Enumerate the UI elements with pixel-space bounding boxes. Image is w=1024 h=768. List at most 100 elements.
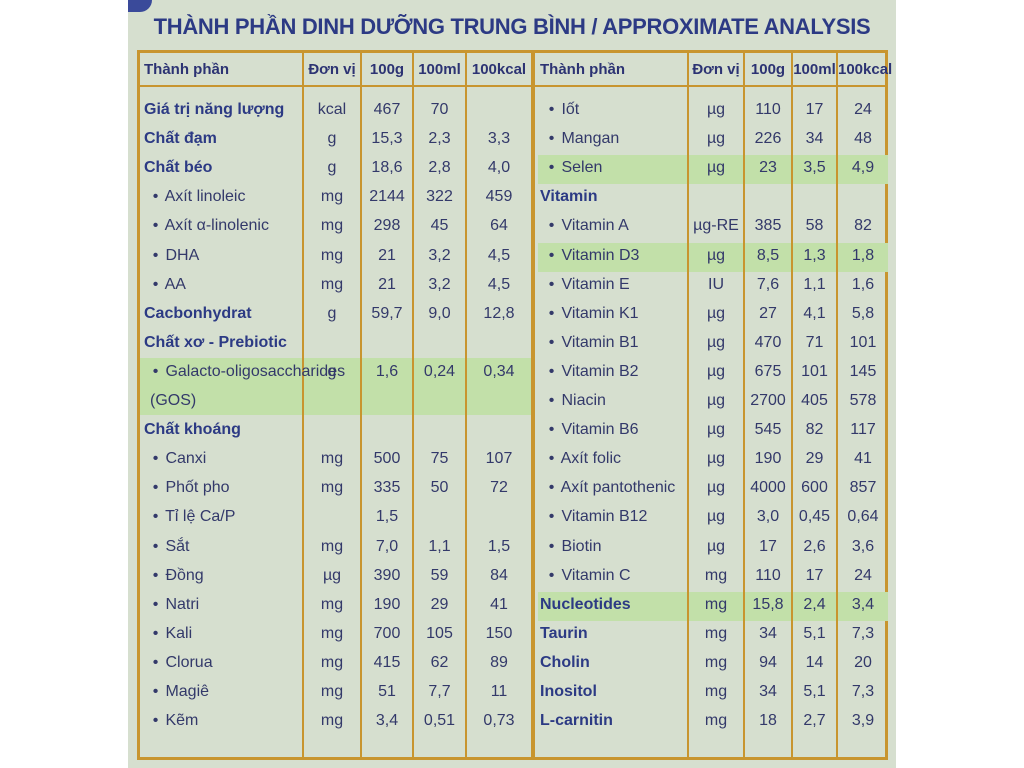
left-cell-kcal100: 107: [485, 450, 513, 468]
right-row-name: Inositol: [540, 677, 597, 706]
left-cell-g100: 3,4: [375, 712, 399, 730]
right-cell-g100: 15,8: [752, 595, 784, 613]
left-cell-kcal100: 150: [485, 624, 513, 642]
left-row-name: • Tỉ lệ Ca/P: [144, 502, 236, 531]
left-cell-ml100: 29: [430, 595, 449, 613]
right-row-name: • Axít folic: [540, 444, 621, 473]
right-header-100ml: 100ml: [793, 61, 836, 78]
left-row-label: Phốt pho: [165, 479, 230, 497]
right-row-label: Vitamin: [540, 188, 598, 206]
left-cell-g100: 500: [373, 450, 401, 468]
bullet-icon: •: [152, 537, 159, 555]
bullet-icon: •: [548, 362, 555, 380]
left-cell-kcal100: [467, 95, 531, 124]
left-cell-unit: g: [327, 159, 337, 177]
right-row-name: • Vitamin C: [540, 561, 631, 590]
bullet-icon: •: [152, 450, 159, 468]
left-row-name: • Kẽm: [144, 706, 199, 735]
bullet-icon: •: [152, 275, 159, 293]
left-cell-g100: 2144: [369, 188, 405, 206]
right-cell-g100: 110: [755, 101, 781, 118]
left-cell-kcal100: [467, 328, 531, 357]
right-header-100g: 100g: [750, 61, 786, 78]
bullet-icon: •: [548, 275, 555, 293]
right-cell-kcal100: [838, 182, 888, 211]
bullet-icon: •: [152, 566, 159, 584]
left-cell-kcal100: 4,5: [487, 275, 511, 293]
right-cell-kcal100: 5,8: [851, 304, 875, 322]
col-divider: [836, 53, 838, 757]
right-cell-ml100: 2,6: [803, 537, 826, 555]
right-cell-g100: 23: [759, 159, 777, 177]
bullet-icon: •: [548, 246, 555, 264]
highlight-selen: [538, 155, 888, 184]
right-cell-ml100: 71: [805, 333, 824, 351]
right-cell-unit: µg: [706, 130, 726, 148]
right-cell-g100: [745, 182, 791, 211]
left-cell-kcal100: 0,73: [483, 712, 515, 730]
left-row-name: • Đồng: [144, 561, 204, 590]
right-cell-kcal100: 82: [854, 217, 872, 235]
right-cell-ml100: 17: [805, 101, 824, 118]
right-row-label: L-carnitin: [540, 712, 613, 730]
right-cell-kcal100: 145: [849, 362, 877, 380]
right-cell-g100: 2700: [750, 392, 786, 409]
right-cell-unit: µg: [706, 537, 726, 555]
left-cell-ml100: 0,51: [423, 712, 456, 730]
right-cell-ml100: 29: [805, 450, 824, 468]
right-cell-g100: 545: [754, 421, 782, 439]
col-divider: [743, 53, 745, 757]
right-row-name: • Vitamin A: [540, 211, 629, 240]
left-header-100ml: 100ml: [418, 61, 461, 78]
right-row-label: Vitamin B12: [561, 508, 648, 526]
left-cell-unit: mg: [320, 275, 344, 293]
left-cell-unit: mg: [320, 217, 344, 235]
left-cell-unit: mg: [320, 624, 344, 642]
bullet-icon: •: [548, 508, 555, 526]
right-row-name: Cholin: [540, 648, 590, 677]
right-cell-ml100: 1,3: [803, 246, 826, 264]
bullet-icon: •: [152, 362, 159, 380]
highlight-nucleotides: [538, 592, 888, 621]
left-cell-ml100: 0,24: [423, 362, 456, 380]
left-cell-unit: mg: [320, 653, 344, 671]
label-title: THÀNH PHẦN DINH DƯỠNG TRUNG BÌNH / APPRO…: [153, 14, 871, 39]
right-cell-ml100: 58: [805, 217, 824, 235]
right-cell-ml100: 405: [801, 392, 828, 409]
left-row-name: • DHA: [144, 241, 200, 270]
right-cell-g100: 470: [754, 333, 782, 351]
right-cell-unit: mg: [704, 712, 728, 730]
right-row-name: • Vitamin K1: [540, 299, 639, 328]
right-row-name: Taurin: [540, 619, 588, 648]
left-cell-g100: 7,0: [375, 537, 399, 555]
right-row-label: Vitamin D3: [561, 246, 640, 264]
right-cell-kcal100: 3,9: [851, 712, 875, 730]
highlight-vitamin-d3: [538, 243, 888, 272]
left-cell-unit: [304, 328, 360, 357]
left-cell-g100: 21: [378, 246, 396, 264]
left-cell-g100: 467: [373, 101, 401, 118]
left-row-name: Chất xơ - Prebiotic: [144, 328, 287, 357]
right-cell-kcal100: 41: [854, 450, 872, 468]
right-row-label: Vitamin K1: [561, 304, 639, 322]
right-cell-unit: µg: [706, 101, 726, 118]
bullet-icon: •: [548, 217, 555, 235]
right-cell-kcal100: 7,3: [851, 624, 875, 642]
col-divider: [302, 53, 304, 757]
right-cell-unit: [689, 182, 743, 211]
bullet-icon: •: [152, 712, 159, 730]
right-cell-ml100: 14: [805, 653, 824, 671]
right-cell-ml100: 600: [801, 479, 828, 497]
bullet-icon: •: [548, 304, 555, 322]
left-row-label: Cacbonhydrat: [144, 304, 252, 322]
right-cell-ml100: 2,7: [803, 712, 826, 730]
left-cell-ml100: 322: [426, 188, 453, 206]
right-row-name: • Vitamin E: [540, 270, 630, 299]
right-row-label: Axít folic: [560, 450, 622, 468]
left-cell-kcal100: 64: [490, 217, 508, 235]
left-row-label: Sắt: [165, 537, 190, 555]
center-divider: [531, 53, 535, 757]
right-cell-kcal100: 24: [854, 101, 872, 118]
left-cell-kcal100: 11: [490, 683, 508, 700]
left-cell-g100: 190: [373, 595, 401, 613]
